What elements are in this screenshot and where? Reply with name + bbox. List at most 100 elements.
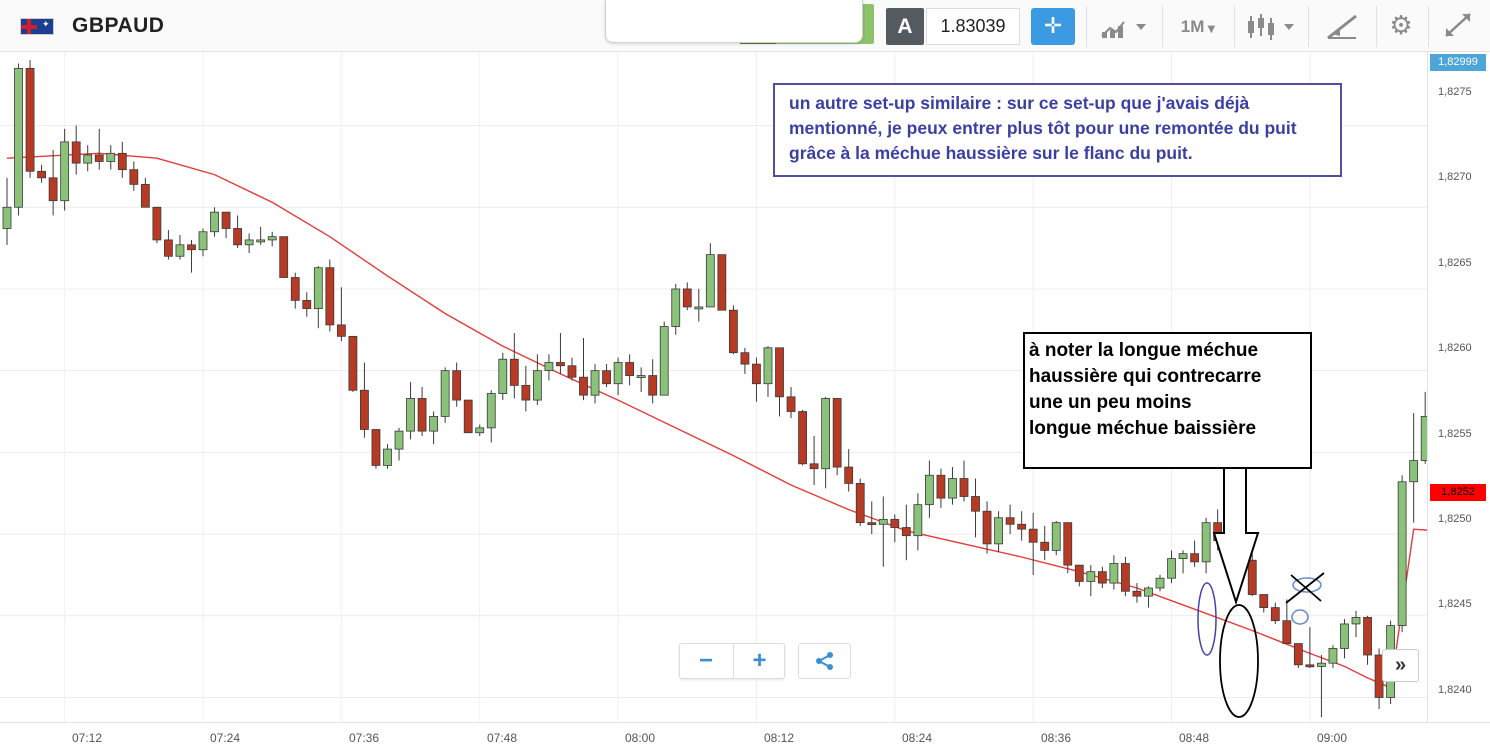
separator: [1234, 6, 1235, 47]
candle-bullish: [821, 396, 831, 489]
candle-body: [486, 393, 496, 429]
candle-bearish: [1213, 509, 1223, 551]
candle-body: [602, 370, 611, 385]
candle-body: [1167, 558, 1176, 579]
candle-body: [475, 427, 485, 434]
zoom-in-button[interactable]: +: [733, 644, 785, 678]
candle-bearish: [1017, 511, 1027, 541]
candle-bearish: [855, 478, 865, 526]
candle-bullish: [406, 382, 415, 440]
candle-body: [1086, 571, 1096, 582]
candle-body: [221, 211, 231, 229]
separator: [1086, 6, 1087, 47]
chart-type-button[interactable]: [1096, 8, 1154, 45]
candle-bullish: [763, 346, 773, 397]
candle-bearish: [982, 501, 992, 554]
candle-body: [1236, 520, 1246, 561]
candle-bullish: [1340, 619, 1349, 659]
candle-body: [1040, 541, 1050, 551]
candle-body: [613, 362, 623, 385]
candle-body: [890, 518, 900, 528]
candle-bearish: [832, 398, 842, 476]
candle-body: [694, 306, 704, 310]
candle-body: [429, 416, 439, 432]
candle-body: [1282, 620, 1292, 644]
candle-bearish: [809, 436, 819, 486]
candle-bearish: [567, 357, 577, 381]
candle-bearish: [348, 335, 358, 392]
candle-bearish: [1190, 540, 1199, 567]
candle-bullish: [244, 233, 254, 253]
price-tick: 1,8260: [1438, 342, 1472, 354]
zoom-out-button[interactable]: −: [698, 647, 713, 674]
mode-button[interactable]: A: [886, 8, 924, 45]
candle-bullish: [14, 63, 23, 216]
candle-body: [1409, 460, 1419, 483]
candle-bullish: [175, 235, 185, 260]
time-tick: 08:48: [1178, 731, 1210, 745]
scroll-forward-button[interactable]: »: [1382, 649, 1419, 682]
candle-bearish: [1259, 594, 1269, 613]
candle-bearish: [648, 359, 658, 404]
candle-bullish: [1201, 517, 1211, 574]
settings-button[interactable]: ⚙: [1380, 8, 1422, 45]
separator: [1308, 6, 1309, 47]
annotation-note-setup: un autre set-up similaire : sur ce set-u…: [773, 83, 1342, 177]
candle-body: [210, 211, 219, 233]
annotation-line: une un peu moins: [1029, 392, 1192, 413]
candle-bullish: [1051, 521, 1061, 556]
candle-body: [567, 365, 577, 378]
candle-body: [809, 463, 819, 470]
candle-body: [348, 335, 358, 391]
candle-bearish: [463, 399, 473, 434]
draw-button[interactable]: [1318, 8, 1368, 45]
candle-bearish: [625, 354, 635, 386]
candle-body: [48, 177, 58, 202]
candlestick-icon: [1248, 14, 1294, 40]
candle-bullish: [1144, 586, 1153, 608]
candle-bullish: [210, 207, 219, 237]
separator: [1162, 6, 1163, 47]
candle-bearish: [94, 128, 104, 170]
candle-bearish: [1363, 615, 1372, 665]
indicators-button[interactable]: [1242, 8, 1300, 45]
candle-bearish: [417, 387, 427, 437]
candle-bearish: [521, 365, 531, 412]
candle-body: [1270, 607, 1280, 622]
candle-body: [106, 152, 116, 162]
candle-bullish: [1224, 516, 1234, 546]
share-button[interactable]: [798, 643, 851, 679]
candle-body: [763, 347, 773, 385]
candle-body: [775, 347, 784, 398]
price-tick: 1,8250: [1438, 513, 1472, 525]
candle-body: [1305, 664, 1315, 668]
popup-panel: [605, 0, 863, 43]
candle-bearish: [1236, 512, 1246, 571]
candle-body: [1063, 522, 1073, 566]
candle-body: [625, 362, 635, 376]
fullscreen-button[interactable]: [1434, 8, 1482, 45]
candle-body: [1397, 481, 1407, 626]
time-tick: 08:24: [901, 731, 933, 745]
candle-bullish: [925, 460, 934, 518]
candle-body: [982, 510, 992, 545]
candle-bearish: [1063, 522, 1073, 574]
crosshair-button[interactable]: ✛: [1031, 8, 1075, 45]
candle-body: [233, 228, 243, 246]
candle-body: [740, 352, 750, 365]
candle-bearish: [25, 60, 35, 178]
candle-bullish: [267, 231, 277, 247]
candle-bearish: [1028, 512, 1038, 575]
candle-bearish: [48, 150, 58, 216]
candle-bearish: [117, 141, 127, 178]
candle-body: [521, 384, 531, 401]
candle-bullish: [256, 226, 266, 245]
candle-body: [867, 522, 877, 526]
candle-body: [313, 267, 323, 309]
candle-bullish: [532, 354, 542, 405]
candle-body: [994, 517, 1003, 545]
candle-body: [1144, 587, 1153, 597]
timeframe-button[interactable]: 1M ▼: [1180, 17, 1216, 36]
symbol-title: GBPAUD: [72, 14, 165, 37]
candle-bearish: [1074, 564, 1084, 587]
